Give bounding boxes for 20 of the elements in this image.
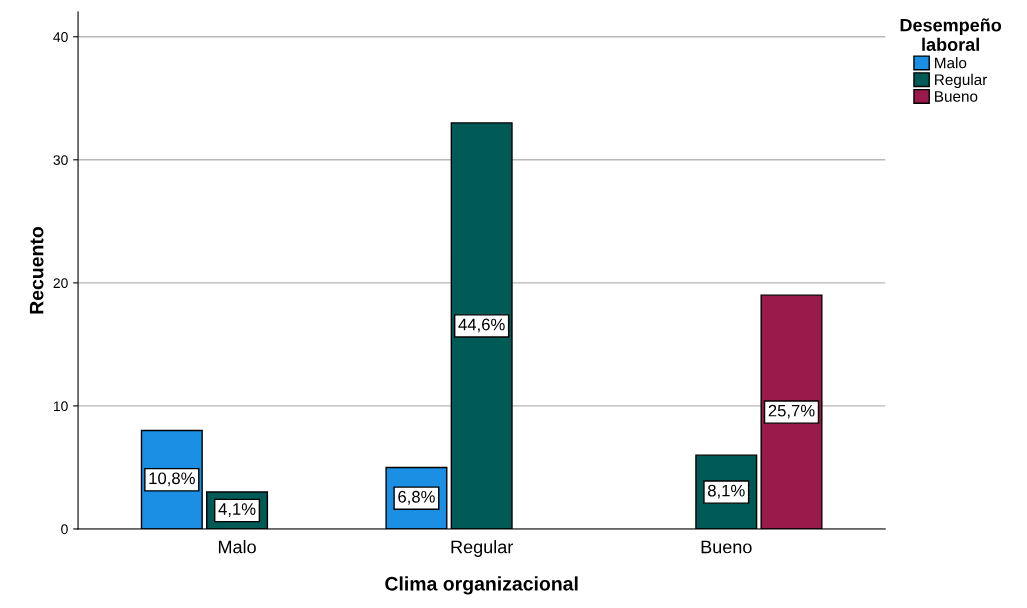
y-tick-label: 10 xyxy=(53,401,68,412)
annotation: 8,1% xyxy=(708,484,745,499)
y-axis-title: Recuento xyxy=(29,227,44,314)
legend-label: Bueno xyxy=(935,91,978,102)
x-tick-label: Malo xyxy=(218,540,256,554)
y-tick-label: 40 xyxy=(53,32,68,42)
annotation: 6,8% xyxy=(398,490,435,505)
annotation: 25,7% xyxy=(768,404,815,419)
x-tick-label: Regular xyxy=(451,540,513,557)
legend-label: Regular xyxy=(935,73,988,89)
y-tick-label: 30 xyxy=(53,155,68,165)
y-tick-label: 20 xyxy=(53,278,68,289)
annotation: 4,1% xyxy=(218,503,256,517)
annotation: 44,6% xyxy=(458,318,505,333)
x-tick-label: Bueno xyxy=(701,540,752,554)
legend-title: Desempeño laboral xyxy=(900,18,1002,51)
annotation: 10,8% xyxy=(149,472,195,487)
y-tick-label: 0 xyxy=(61,524,68,535)
legend-label: Malo xyxy=(935,57,967,69)
x-axis-title: Clima organizacional xyxy=(385,576,578,595)
